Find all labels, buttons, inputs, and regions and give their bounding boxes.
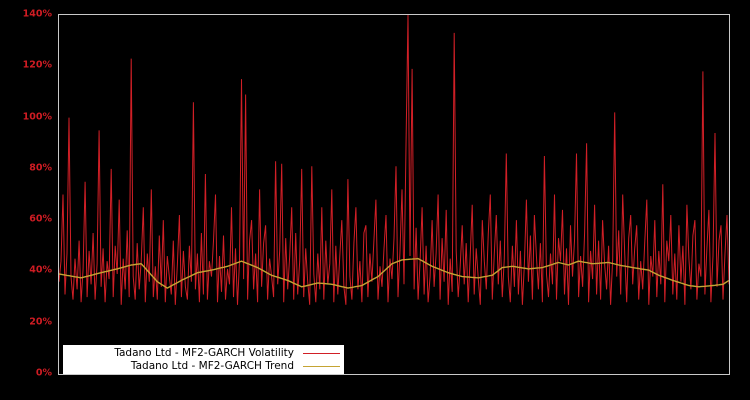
y-tick-label: 100% [22, 111, 52, 123]
y-tick-label: 80% [29, 162, 52, 174]
legend-label-trend: Tadano Ltd - MF2-GARCH Trend [130, 360, 294, 372]
legend-entry-volatility: Tadano Ltd - MF2-GARCH Volatility [65, 347, 340, 359]
trend-series-line [59, 257, 729, 289]
volatility-line-swatch [303, 352, 340, 354]
y-tick-label: 60% [29, 213, 52, 225]
y-tick-label: 0% [35, 367, 52, 379]
legend: Tadano Ltd - MF2-GARCH Volatility Tadano… [63, 345, 344, 374]
y-axis: 0% 20% 40% 60% 80% 100% 120% 140% [0, 0, 54, 400]
trend-line-swatch [303, 365, 340, 367]
y-tick-label: 20% [29, 316, 52, 328]
series-svg [59, 15, 729, 305]
y-tick-label: 120% [22, 59, 52, 71]
legend-label-volatility: Tadano Ltd - MF2-GARCH Volatility [114, 347, 294, 359]
legend-entry-trend: Tadano Ltd - MF2-GARCH Trend [65, 360, 340, 372]
y-tick-label: 40% [29, 264, 52, 276]
volatility-series-line [59, 15, 729, 305]
plot-area: Tadano Ltd - MF2-GARCH Volatility Tadano… [58, 14, 730, 375]
y-tick-label: 140% [22, 8, 52, 20]
